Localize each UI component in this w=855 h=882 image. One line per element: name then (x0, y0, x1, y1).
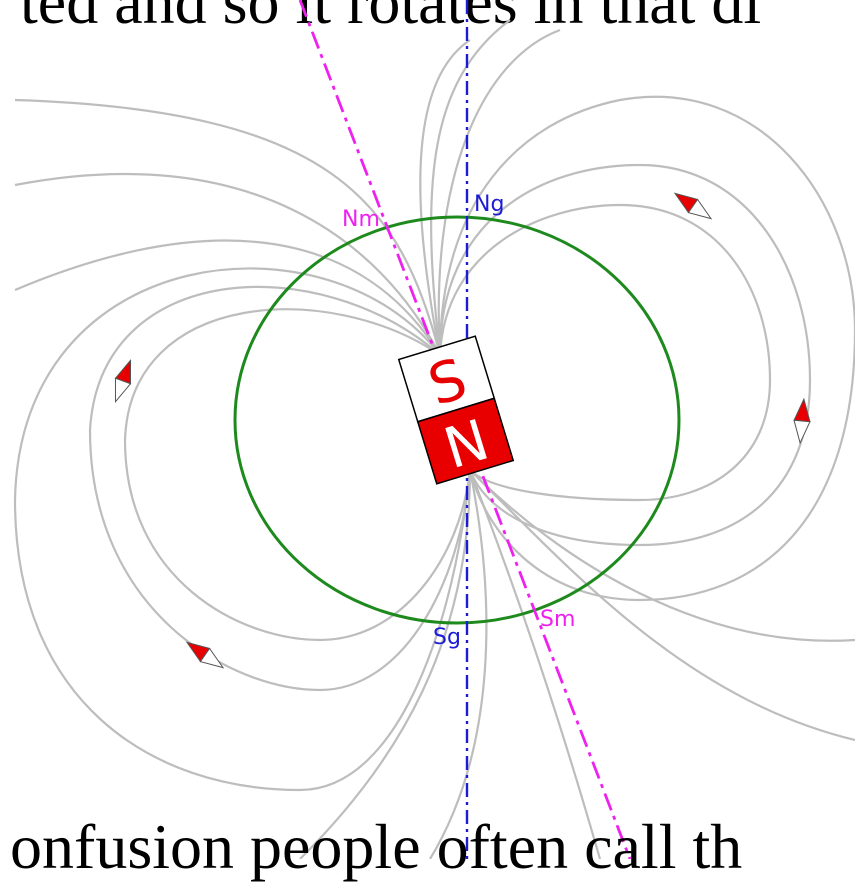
field-line (88, 285, 472, 692)
field-line (14, 239, 441, 356)
field-line (438, 163, 812, 547)
field-line (299, 469, 472, 859)
caption-top-text: ted and so it rotates in that di (20, 0, 762, 37)
label-geographic-south: Sg (433, 625, 461, 650)
field-line (14, 172, 441, 356)
compass-icon (114, 358, 132, 404)
label-magnetic-north: Nm (342, 207, 380, 232)
compass-icon (793, 397, 811, 445)
field-line (13, 267, 472, 792)
field-line (430, 19, 511, 356)
caption-bottom-text: onfusion people often call th (10, 811, 743, 882)
field-line (429, 469, 488, 859)
field-line (468, 469, 602, 859)
field-line (469, 469, 855, 642)
field-line (469, 469, 855, 742)
label-magnetic-south: Sm (540, 607, 575, 632)
field-lines (13, 19, 855, 859)
earth-circle (233, 215, 681, 625)
bar-magnet: S N (397, 335, 515, 485)
field-line (438, 95, 855, 602)
label-geographic-north: Ng (474, 192, 504, 217)
compass-icon (673, 192, 713, 220)
field-line (14, 98, 442, 356)
magnetic-axis (298, 0, 632, 859)
field-line (419, 39, 471, 356)
magnetic-field-diagram: S N Ng Sg Nm Sm (13, 0, 855, 859)
field-line (123, 308, 472, 642)
compass-icon (185, 641, 225, 669)
